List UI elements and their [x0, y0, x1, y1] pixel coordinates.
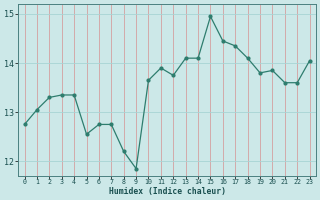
X-axis label: Humidex (Indice chaleur): Humidex (Indice chaleur) [108, 187, 226, 196]
